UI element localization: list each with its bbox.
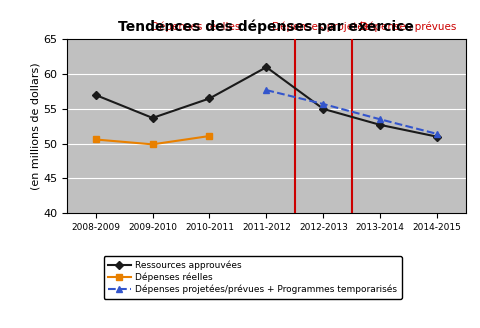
Legend: Ressources approuvées, Dépenses réelles, Dépenses projetées/prévues + Programmes: Ressources approuvées, Dépenses réelles,…	[104, 256, 402, 299]
Y-axis label: (en millions de dollars): (en millions de dollars)	[31, 62, 41, 190]
Text: Dépenses prévues: Dépenses prévues	[360, 22, 457, 32]
Text: Dépenses projetées: Dépenses projetées	[272, 22, 375, 32]
Text: Dépenses réelles: Dépenses réelles	[151, 22, 240, 32]
Title: Tendences des dépenses par exercice: Tendences des dépenses par exercice	[119, 20, 414, 34]
